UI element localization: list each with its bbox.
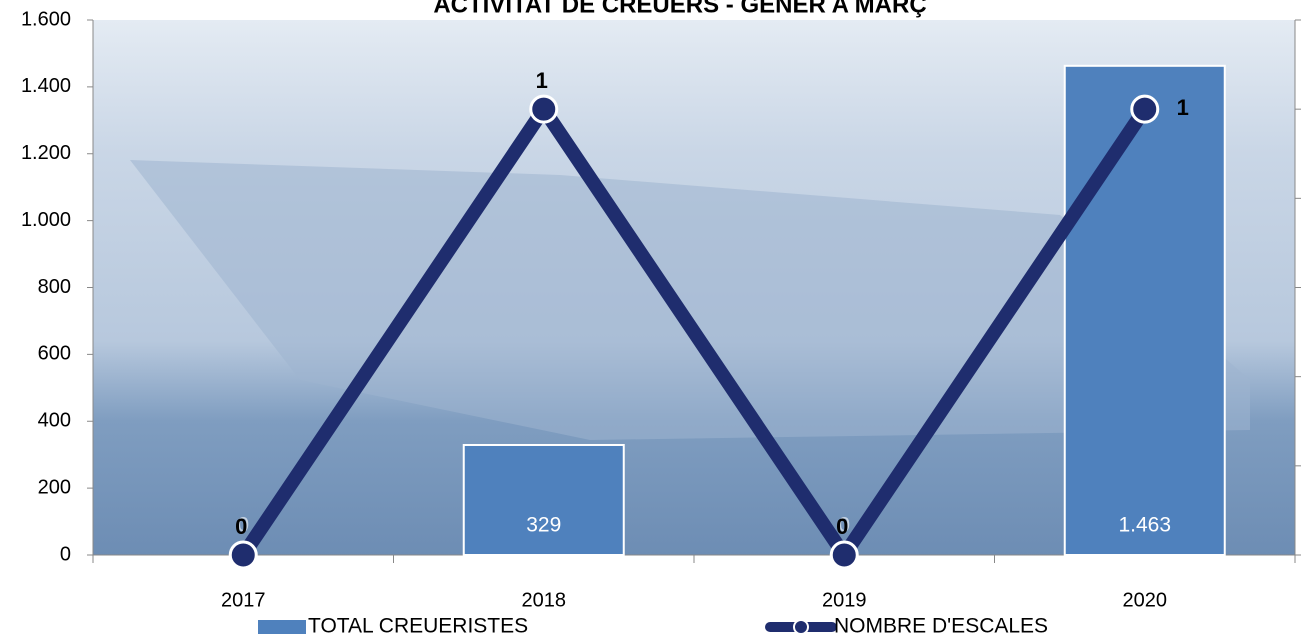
line-value-label: 0 xyxy=(836,514,848,539)
line-value-label: 0 xyxy=(235,514,247,539)
x-tick-label: 2020 xyxy=(1123,589,1168,611)
bar-value-label: 329 xyxy=(526,514,561,537)
legend-label: TOTAL CREUERISTES xyxy=(308,615,528,638)
x-tick-label: 2018 xyxy=(522,589,567,611)
chart-title: ACTIVITAT DE CREUERS - GENER A MARÇ xyxy=(433,0,926,18)
line-marker xyxy=(829,540,859,570)
line-marker xyxy=(529,94,559,124)
y-tick-label: 1.000 xyxy=(21,209,71,231)
x-tick-label: 2019 xyxy=(822,589,867,611)
y-tick-label: 1.400 xyxy=(21,75,71,97)
y-tick-label: 1.200 xyxy=(21,142,71,164)
x-tick-label: 2017 xyxy=(221,589,266,611)
bar xyxy=(462,443,625,557)
line xyxy=(237,96,1151,568)
y-tick-label: 1.600 xyxy=(21,8,71,30)
y-tick-label: 0 xyxy=(60,543,71,565)
bar xyxy=(1063,64,1226,556)
bar-value-label: 0 xyxy=(237,514,249,537)
bar-value-label: 0 xyxy=(838,514,850,537)
legend-marker xyxy=(793,619,809,635)
bar-value-label: 1.463 xyxy=(1118,514,1171,537)
line-value-label: 1 xyxy=(1177,95,1189,120)
y-tick-label: 400 xyxy=(38,410,71,432)
line-value-label: 1 xyxy=(536,68,548,93)
y-tick-label: 800 xyxy=(38,276,71,298)
legend-swatch xyxy=(258,620,306,634)
legend-label: NOMBRE D'ESCALES xyxy=(834,615,1048,638)
line-marker xyxy=(228,540,258,570)
y-tick-label: 200 xyxy=(38,476,71,498)
line-marker xyxy=(1130,94,1160,124)
y-tick-label: 600 xyxy=(38,343,71,365)
